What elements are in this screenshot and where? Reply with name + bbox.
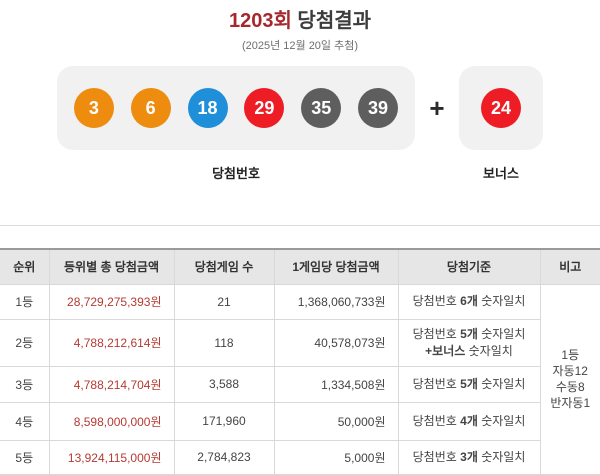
bonus-ball: 24 — [481, 88, 521, 128]
criteria-cell: 당첨번호 3개 숫자일치 — [398, 439, 541, 475]
criteria-cell: 당첨번호 5개 숫자일치 — [398, 365, 541, 402]
total-prize-cell: 4,788,214,704원 — [49, 365, 175, 402]
table-row: 5등 13,924,115,000원 2,784,823 5,000원 당첨번호 3개 … — [0, 439, 600, 475]
plus-icon: + — [429, 92, 445, 123]
table-header-row: 순위 등위별 총 당첨금액 당첨게임 수 1게임당 당첨금액 당첨기준 비고 — [0, 248, 600, 285]
prize-per-game-cell: 1,368,060,733원 — [274, 283, 399, 319]
total-prize-cell: 13,924,115,000원 — [49, 439, 175, 475]
rank-cell: 1등 — [0, 283, 50, 319]
column-header-prize-per-game: 1게임당 당첨금액 — [274, 248, 399, 285]
bonus-panel: 24 — [459, 66, 543, 150]
criteria-cell: 당첨번호 4개 숫자일치 — [398, 401, 541, 440]
rank-cell: 3등 — [0, 365, 50, 402]
remark-line: 수동8 — [555, 380, 585, 394]
criteria-line: 당첨번호 6개 숫자일치 — [412, 294, 526, 308]
table-row: 1등 28,729,275,393원 21 1,368,060,733원 당첨번호 6개… — [0, 283, 600, 475]
page-title-text: 당첨결과 — [297, 10, 372, 32]
bonus-block: 24 보너스 — [459, 66, 543, 182]
rank-cell: 2등 — [0, 318, 50, 366]
winning-numbers-block: 3 6 18 29 35 39 당첨번호 — [57, 66, 415, 182]
criteria-line: 당첨번호 3개 숫자일치 — [412, 449, 526, 464]
bonus-label: 보너스 — [483, 166, 519, 181]
draw-date: (2025년 12월 20일 추첨) — [241, 40, 359, 52]
criteria-line: 당첨번호 5개 숫자일치 — [412, 326, 526, 341]
lotto-ball: 35 — [301, 88, 342, 128]
table-row: 3등 4,788,214,704원 3,588 1,334,508원 당첨번호 5개 숫… — [0, 365, 600, 402]
prize-per-game-cell: 40,578,073원 — [274, 318, 399, 366]
numbers-section: 3 6 18 29 35 39 당첨번호 + 24 보너스 — [0, 66, 600, 182]
column-header-winner-count: 당첨게임 수 — [174, 248, 275, 285]
prize-per-game-cell: 50,000원 — [274, 401, 399, 440]
winner-count-cell: 3,588 — [174, 365, 275, 402]
prize-per-game-cell: 5,000원 — [274, 439, 399, 475]
column-header-criteria: 당첨기준 — [398, 248, 541, 285]
section-divider — [0, 225, 600, 226]
winning-numbers-panel: 3 6 18 29 35 39 — [57, 66, 415, 150]
lotto-ball: 3 — [73, 88, 114, 128]
winner-count-cell: 21 — [174, 283, 275, 319]
total-prize-cell: 8,598,000,000원 — [49, 401, 175, 440]
lotto-ball: 18 — [187, 88, 228, 128]
table-row: 2등 4,788,212,614원 118 40,578,073원 당첨번호 5개 숫자… — [0, 318, 600, 366]
criteria-cell: 당첨번호 6개 숫자일치 — [398, 283, 541, 319]
criteria-line: 당첨번호 5개 숫자일치 — [412, 376, 526, 391]
winner-count-cell: 2,784,823 — [174, 439, 275, 475]
criteria-line: 당첨번호 4개 숫자일치 — [412, 413, 526, 428]
lotto-ball: 6 — [130, 88, 171, 128]
table-row: 4등 8,598,000,000원 171,960 50,000원 당첨번호 4개 숫자… — [0, 401, 600, 440]
winner-count-cell: 118 — [174, 318, 275, 366]
remark-line: 자동12 — [552, 364, 588, 378]
total-prize-cell: 28,729,275,393원 — [49, 283, 175, 319]
lotto-ball: 29 — [244, 88, 285, 128]
column-header-rank: 순위 — [0, 248, 50, 285]
page-title: 1203회 당첨결과 — [0, 0, 600, 33]
results-table: 순위 등위별 총 당첨금액 당첨게임 수 1게임당 당첨금액 당첨기준 비고 1… — [0, 248, 600, 475]
column-header-remarks: 비고 — [540, 248, 600, 285]
criteria-cell: 당첨번호 5개 숫자일치 +보너스 숫자일치 — [398, 318, 541, 366]
total-prize-cell: 4,788,212,614원 — [49, 318, 175, 366]
criteria-line: +보너스 숫자일치 — [425, 343, 513, 358]
remark-line: 반자동1 — [550, 396, 591, 410]
prize-per-game-cell: 1,334,508원 — [274, 365, 399, 402]
winner-count-cell: 171,960 — [174, 401, 275, 440]
remark-line: 1등 — [561, 348, 580, 362]
rank-cell: 5등 — [0, 439, 50, 475]
winning-numbers-label: 당첨번호 — [212, 166, 260, 181]
round-number: 1203회 — [228, 10, 292, 32]
lotto-ball: 39 — [358, 88, 399, 128]
rank-cell: 4등 — [0, 401, 50, 440]
table-body: 1등 28,729,275,393원 21 1,368,060,733원 당첨번호 6개… — [0, 283, 600, 475]
column-header-total-prize: 등위별 총 당첨금액 — [49, 248, 175, 285]
